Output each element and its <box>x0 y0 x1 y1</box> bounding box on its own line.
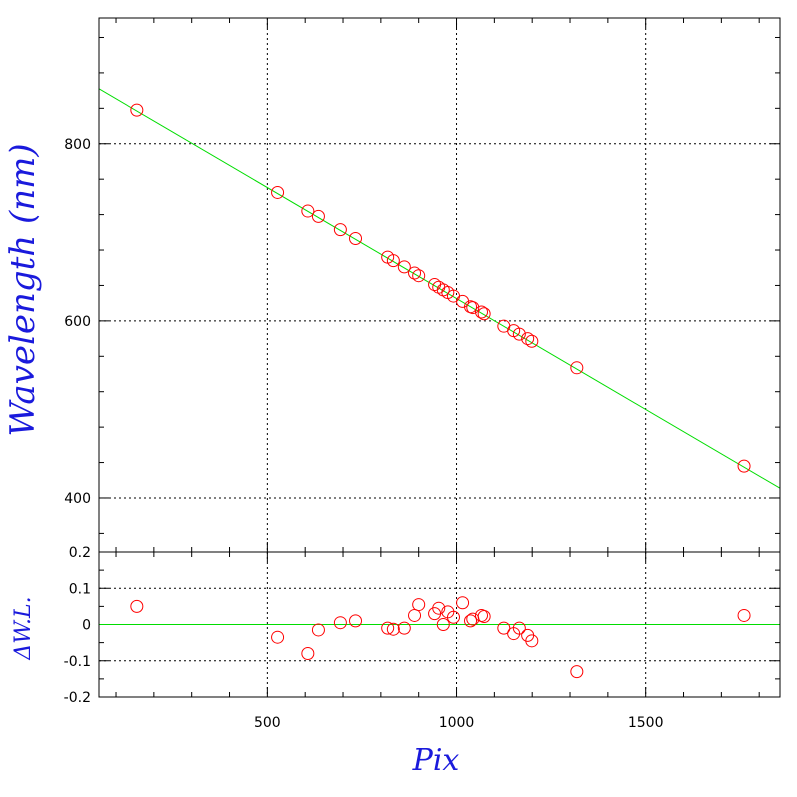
data-point <box>408 266 422 280</box>
y-tick-label: 0.2 <box>69 545 91 561</box>
pix-axis-title: Pix <box>412 743 460 778</box>
data-point <box>737 459 751 473</box>
data-point <box>521 628 535 642</box>
data-point <box>474 305 488 319</box>
residual-axis-title: ΔW.L. <box>11 596 36 660</box>
plot-frame <box>98 551 781 698</box>
data-point <box>397 621 411 635</box>
data-point <box>432 280 446 294</box>
data-point <box>570 361 584 375</box>
data-point <box>521 332 535 346</box>
data-point <box>477 307 491 321</box>
data-point <box>428 607 442 621</box>
data-point <box>512 327 526 341</box>
y-tick-label: -0.1 <box>64 654 91 670</box>
data-point <box>436 618 450 631</box>
data-point <box>737 608 751 622</box>
data-point <box>130 599 144 613</box>
data-point <box>349 614 363 628</box>
y-tick-label: 600 <box>64 314 91 330</box>
data-point <box>477 610 491 624</box>
data-point <box>497 621 511 635</box>
data-point <box>412 269 426 283</box>
data-point <box>432 601 446 615</box>
data-point <box>412 598 426 612</box>
data-point <box>570 665 584 679</box>
data-point <box>386 254 400 268</box>
data-point <box>311 209 325 223</box>
x-tick-label: 1500 <box>628 715 664 731</box>
y-tick-label: 0.1 <box>69 581 91 597</box>
wavelength-panel: 400 600 800 <box>64 17 781 553</box>
data-point <box>464 614 478 628</box>
residual-panel: -0.2 -0.1 0 0.1 0.2 500 1000 1500 <box>64 545 781 731</box>
data-point <box>301 647 315 660</box>
y-tick-label: -0.2 <box>64 690 91 706</box>
data-point <box>271 185 285 199</box>
data-point <box>446 610 460 624</box>
data-point <box>349 232 363 246</box>
data-point <box>466 301 480 315</box>
data-point <box>386 622 400 636</box>
wavelength-axis-title: Wavelength (nm) <box>3 143 43 436</box>
data-point <box>525 334 539 348</box>
y-tick-label: 400 <box>64 491 91 507</box>
x-tick-label: 1000 <box>439 715 475 731</box>
data-point <box>408 608 422 622</box>
y-tick-label: 800 <box>64 137 91 153</box>
y-tick-label: 0 <box>82 618 91 634</box>
data-point <box>512 621 526 635</box>
x-tick-label: 500 <box>254 715 281 731</box>
data-point <box>311 623 325 637</box>
data-point <box>271 630 285 644</box>
data-point <box>301 204 315 218</box>
data-point <box>456 596 470 610</box>
data-point <box>381 621 395 635</box>
data-point <box>397 260 411 274</box>
data-point <box>428 278 442 292</box>
data-point <box>333 616 347 630</box>
data-point <box>333 223 347 237</box>
data-point <box>525 634 539 648</box>
data-point <box>130 103 144 117</box>
